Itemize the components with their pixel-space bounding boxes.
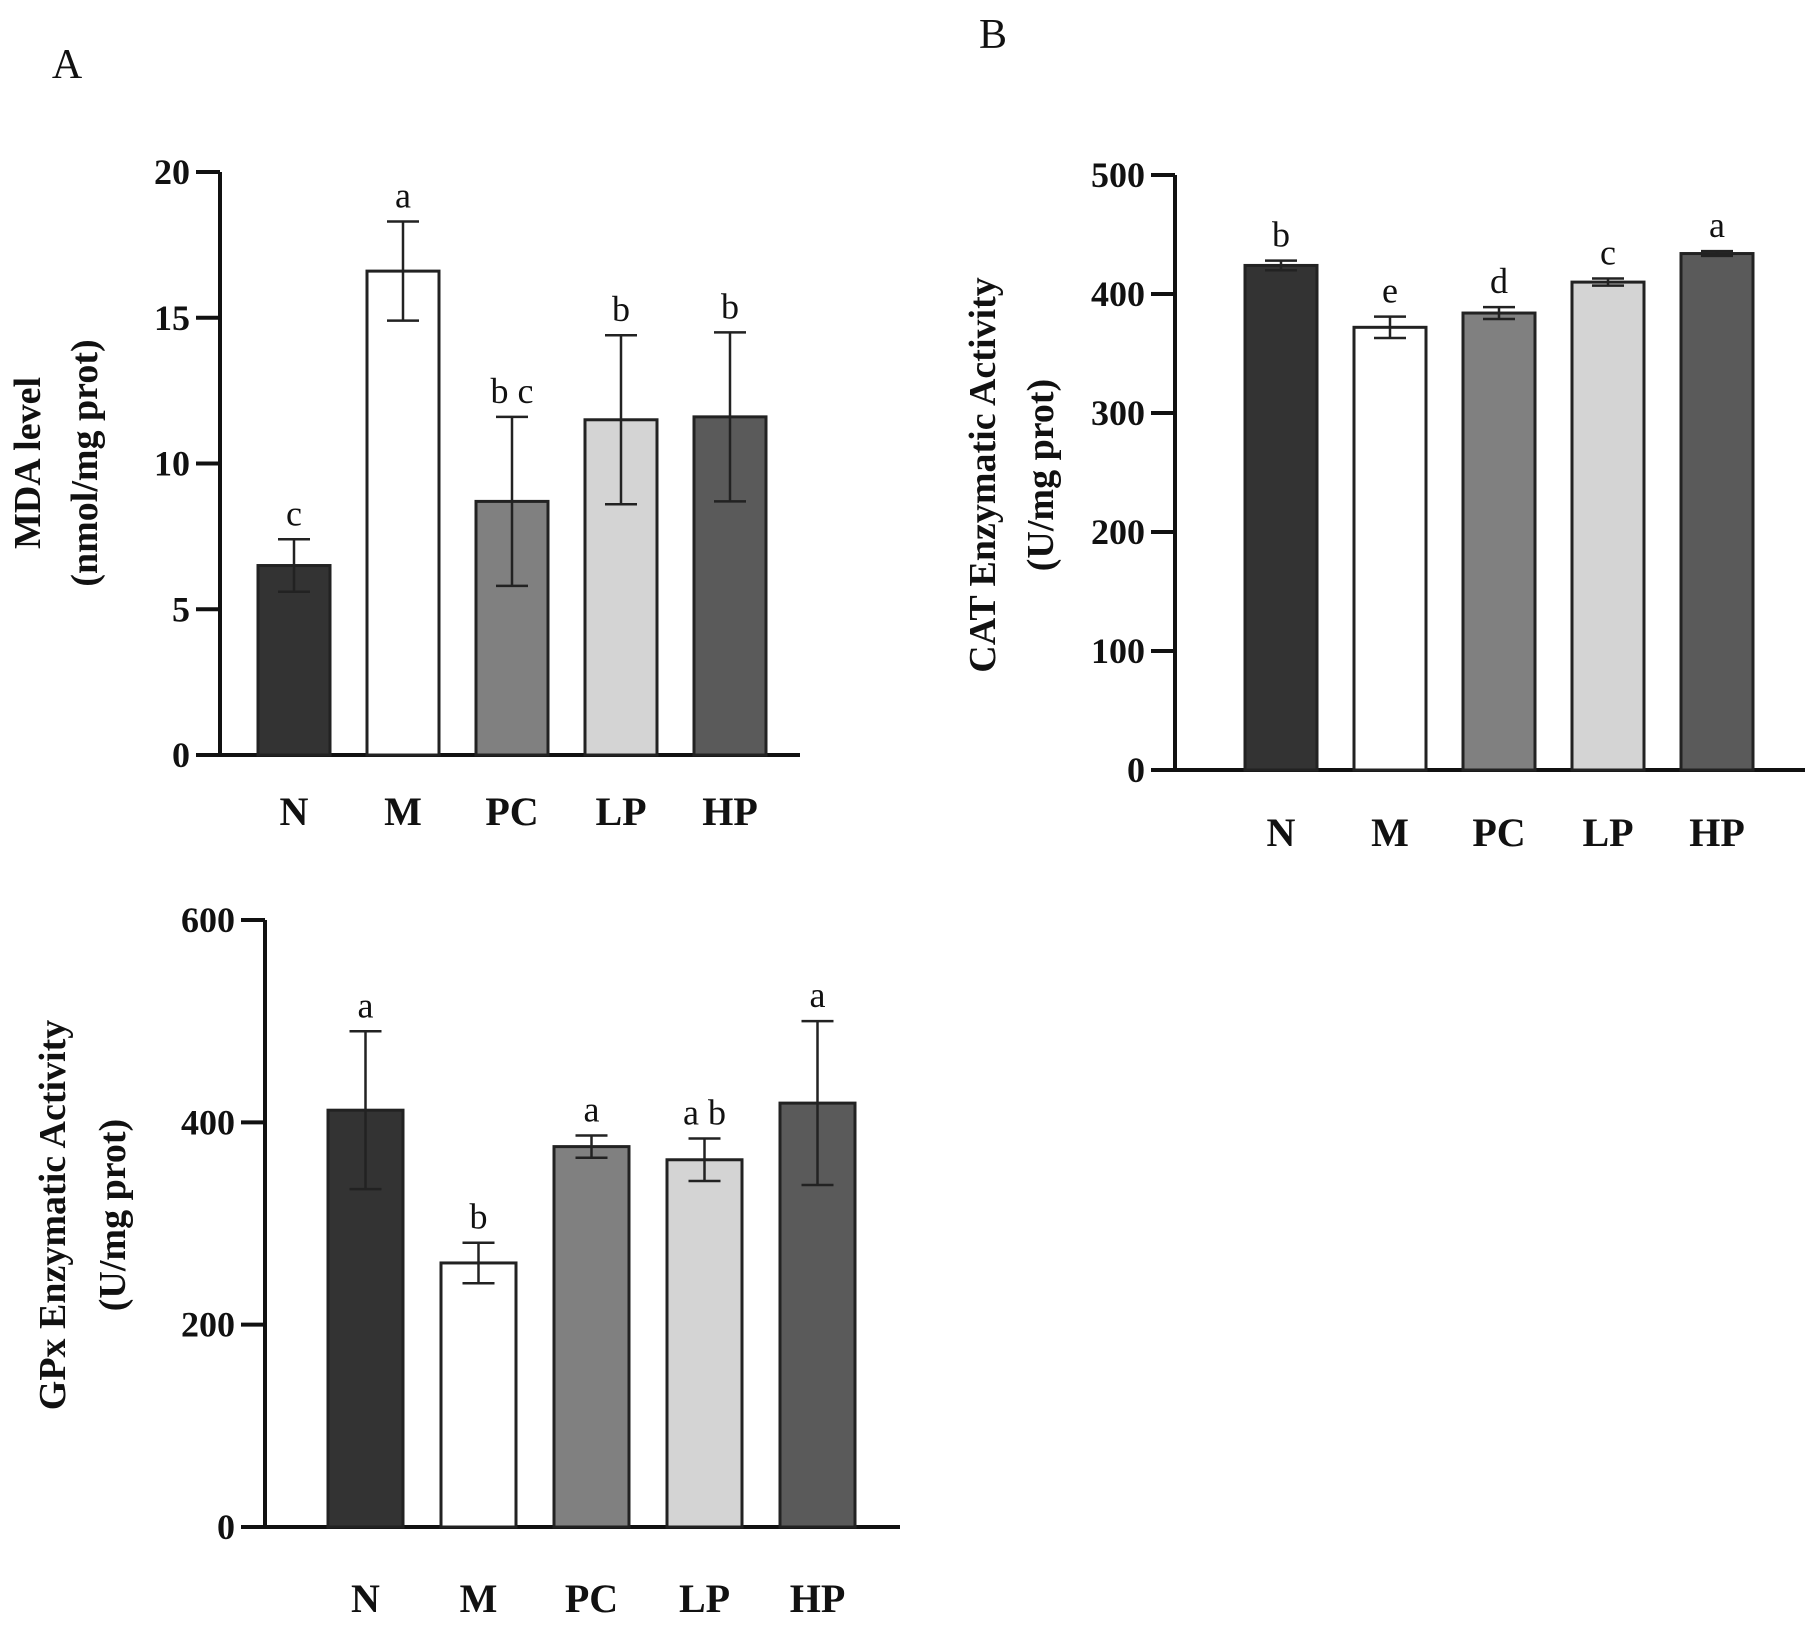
bar-LP (1570, 280, 1646, 772)
x-tick-label-LP: LP (679, 1576, 730, 1621)
y-tick-label: 20 (154, 152, 190, 192)
significance-label-LP: b (612, 289, 630, 329)
bar-PC (1461, 311, 1537, 772)
bar-PC (474, 499, 550, 757)
bar-N (1243, 263, 1319, 772)
x-tick-label-LP: LP (1582, 810, 1633, 855)
significance-label-LP: a b (683, 1093, 726, 1133)
y-tick-label: 0 (217, 1507, 235, 1547)
y-axis-title-line: (U/mg prot) (1020, 379, 1062, 571)
chart-panel-2: 0 200 400 600 GPx Enzymatic Activity (U/mg pr… (32, 900, 900, 1621)
chart-panel-1: B 0 100 200 300 400 500 CAT Enzymatic Activity (… (962, 12, 1805, 855)
bar-M (439, 1261, 518, 1529)
y-axis-title-line: (U/mg prot) (92, 1119, 134, 1311)
significance-label-M: a (395, 176, 411, 216)
y-axis-title-line: GPx Enzymatic Activity (32, 1020, 74, 1410)
y-tick-label: 200 (1091, 512, 1145, 552)
significance-label-PC: a (584, 1089, 600, 1129)
x-tick-label-N: N (1267, 810, 1296, 855)
y-axis-title-line: MDA level (7, 377, 49, 549)
bar-M (365, 269, 441, 757)
y-tick-label: 200 (181, 1305, 235, 1345)
bar-PC (552, 1145, 631, 1529)
y-tick-label: 0 (172, 735, 190, 775)
significance-label-HP: b (721, 286, 739, 326)
x-tick-label-M: M (1371, 810, 1409, 855)
x-tick-label-HP: HP (1689, 810, 1745, 855)
significance-label-PC: b c (491, 371, 534, 411)
significance-label-HP: a (810, 975, 826, 1015)
y-tick-label: 300 (1091, 393, 1145, 433)
x-tick-label-LP: LP (595, 789, 646, 834)
y-tick-label: 5 (172, 589, 190, 629)
y-tick-label: 15 (154, 298, 190, 338)
y-tick-label: 400 (181, 1102, 235, 1142)
bar-M (1352, 325, 1428, 772)
y-tick-label: 500 (1091, 155, 1145, 195)
significance-label-N: a (358, 985, 374, 1025)
x-tick-label-HP: HP (702, 789, 758, 834)
y-tick-label: 100 (1091, 631, 1145, 671)
x-tick-label-PC: PC (485, 789, 538, 834)
bar-HP (1679, 252, 1755, 772)
bar-LP (665, 1158, 744, 1529)
x-tick-label-PC: PC (565, 1576, 618, 1621)
significance-label-M: e (1382, 271, 1398, 311)
x-tick-label-HP: HP (790, 1576, 846, 1621)
chart-panel-0: A 0 5 10 15 20 MDA level (nmol/mg prot) c Na Mb c P… (7, 42, 800, 834)
panel-label: B (979, 12, 1007, 58)
y-tick-label: 600 (181, 900, 235, 940)
significance-label-M: b (470, 1197, 488, 1237)
significance-label-N: c (286, 493, 302, 533)
panel-label: A (52, 42, 83, 88)
x-tick-label-M: M (384, 789, 422, 834)
significance-label-LP: c (1600, 233, 1616, 273)
significance-label-N: b (1272, 215, 1290, 255)
y-tick-label: 0 (1127, 750, 1145, 790)
y-tick-label: 10 (154, 444, 190, 484)
bar-N (256, 564, 332, 757)
x-tick-label-N: N (351, 1576, 380, 1621)
y-axis-title-line: (nmol/mg prot) (64, 339, 106, 586)
x-tick-label-N: N (280, 789, 309, 834)
significance-label-HP: a (1709, 205, 1725, 245)
significance-label-PC: d (1490, 261, 1508, 301)
y-axis-title-line: CAT Enzymatic Activity (962, 277, 1004, 672)
x-tick-label-PC: PC (1472, 810, 1525, 855)
y-tick-label: 400 (1091, 274, 1145, 314)
x-tick-label-M: M (460, 1576, 498, 1621)
